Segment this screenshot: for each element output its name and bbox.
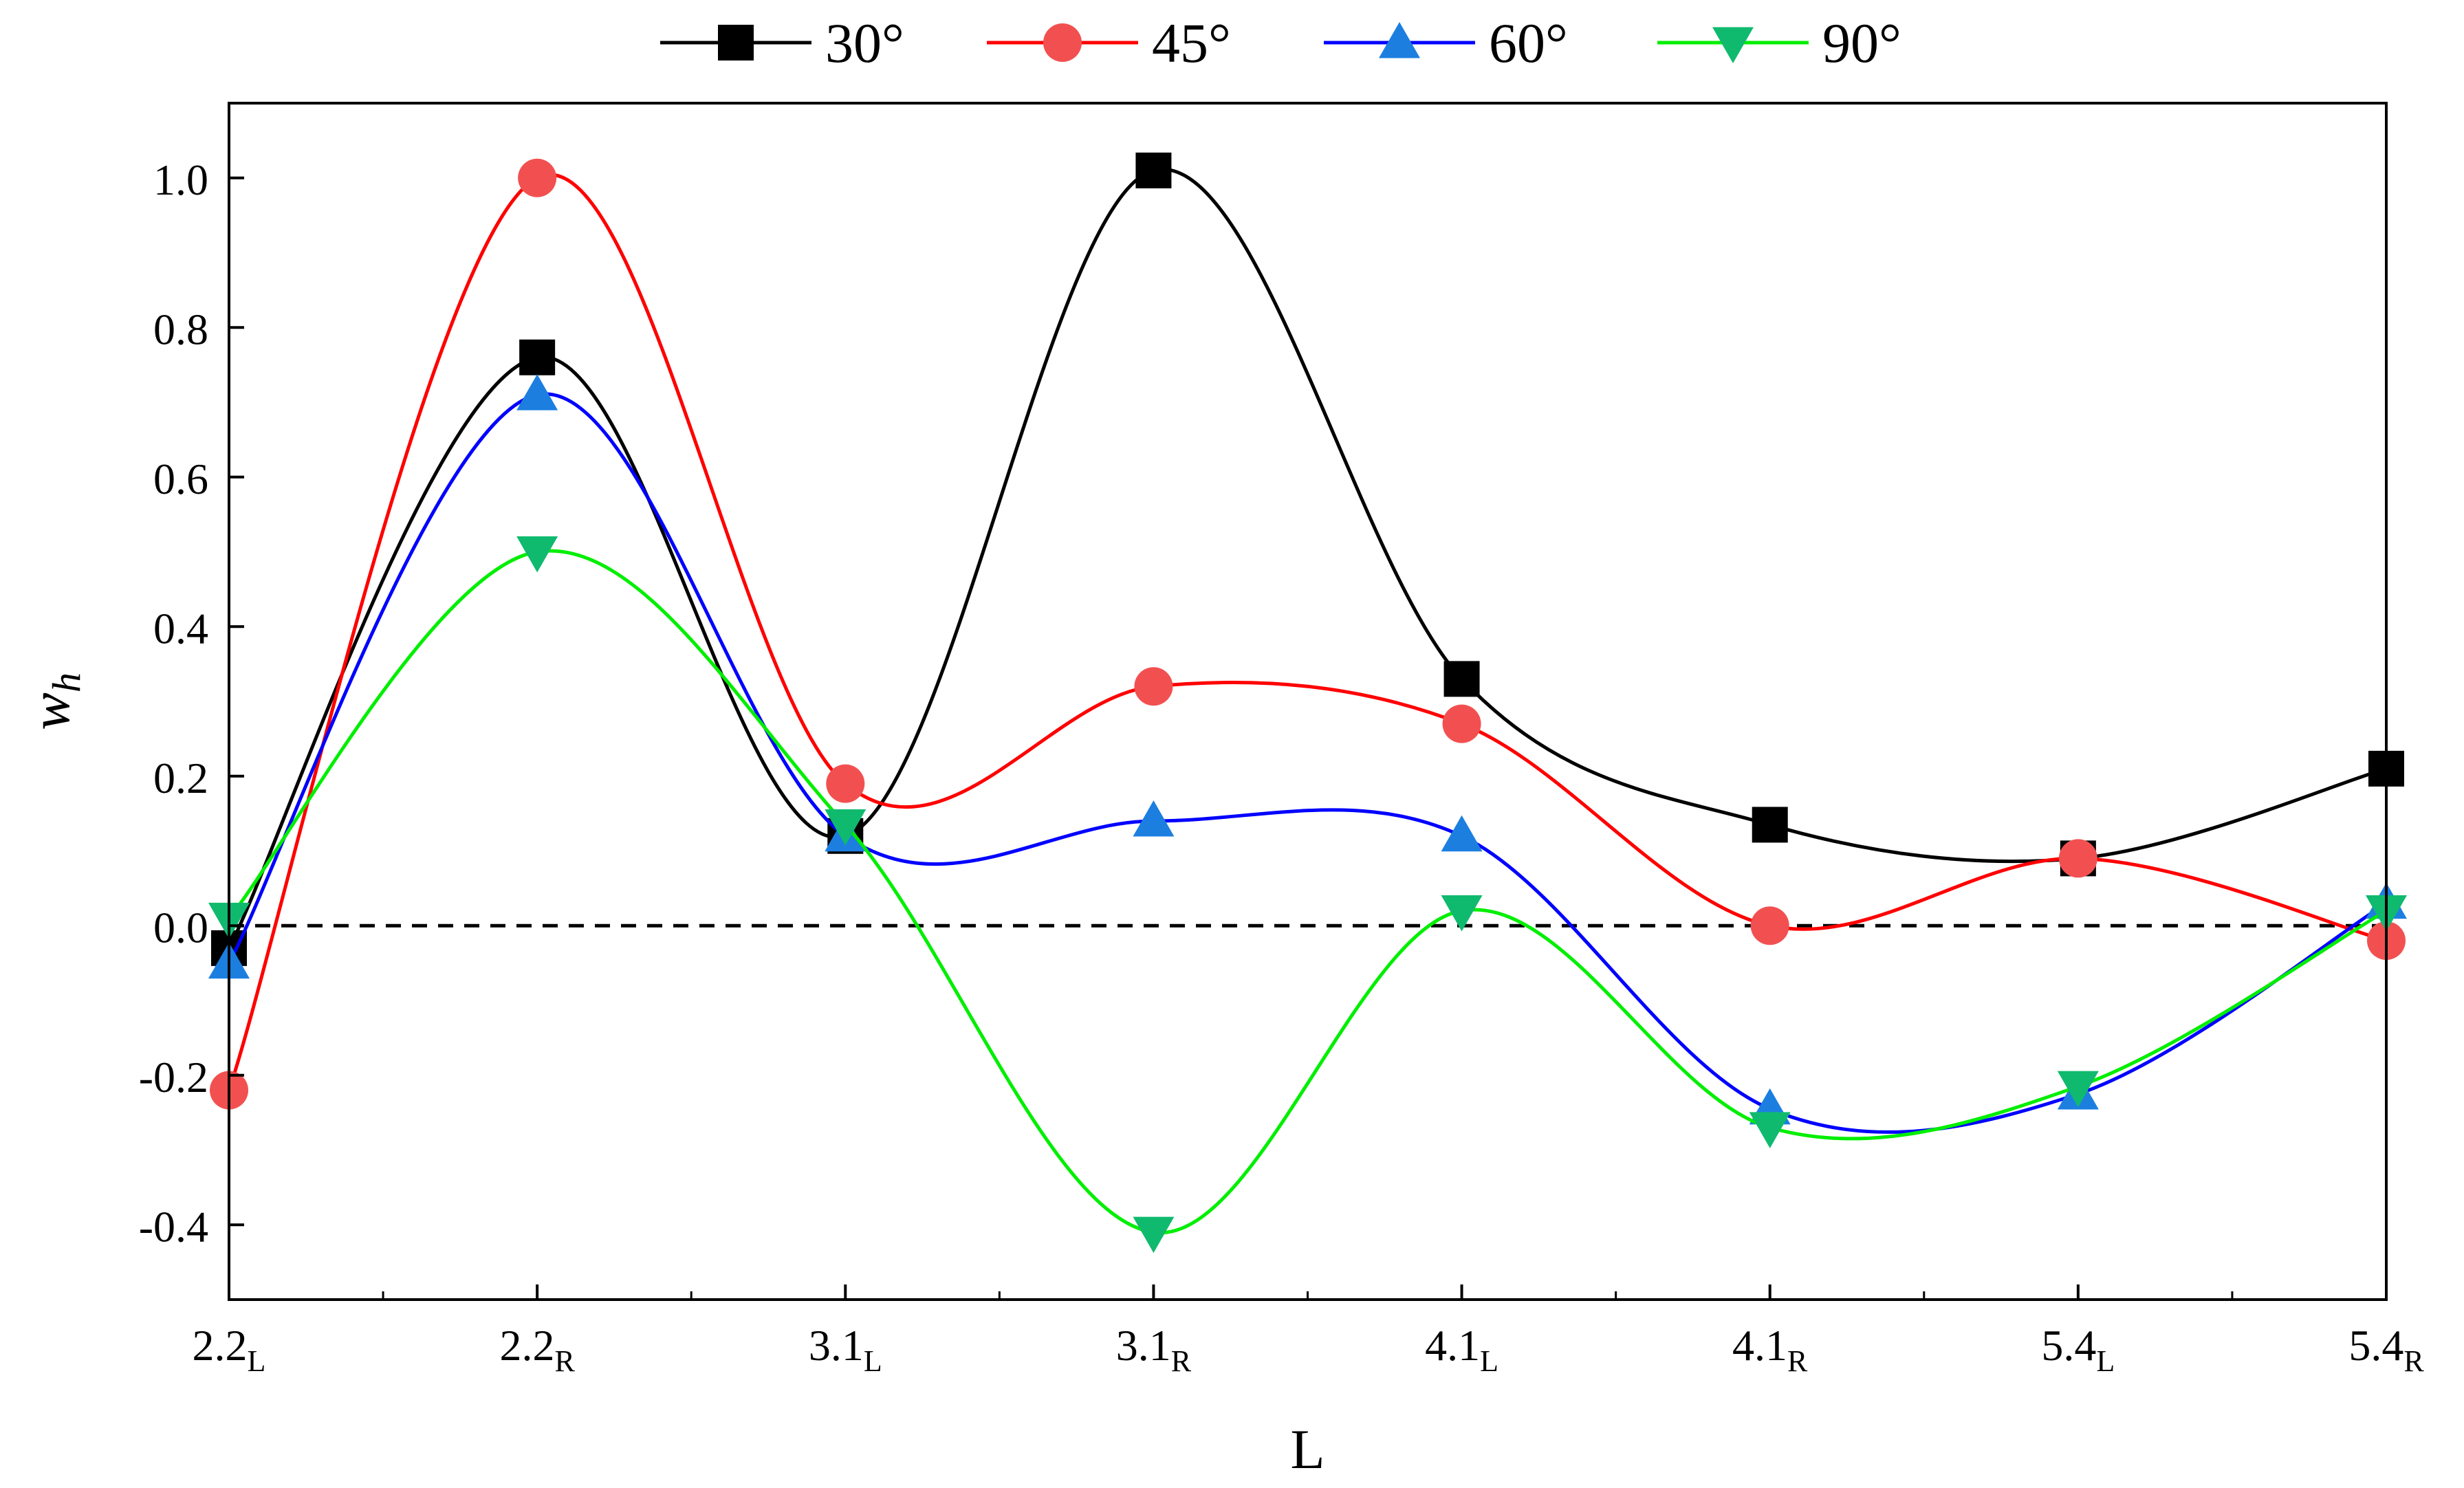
data-point: [1135, 152, 1172, 188]
data-point: [1752, 807, 1788, 843]
x-tick-label: 5.4L: [2041, 1321, 2115, 1378]
y-tick-label: 0.2: [153, 754, 208, 802]
data-point: [2057, 1071, 2099, 1108]
data-point: [519, 339, 556, 375]
data-point: [1134, 667, 1173, 706]
y-tick-label: 0.4: [153, 604, 208, 653]
series-2: [210, 158, 2406, 1110]
x-tick-label-sub: L: [2096, 1344, 2115, 1378]
y-tick-label: 0.8: [153, 305, 208, 353]
x-tick-label-main: 5.4: [2348, 1321, 2403, 1370]
x-tick-label-main: 2.2: [193, 1321, 248, 1370]
series-line: [227, 392, 2388, 1134]
legend-label: 45°: [1152, 12, 1231, 74]
x-tick-label-sub: L: [248, 1344, 266, 1378]
x-tick-label: 2.2R: [499, 1321, 575, 1378]
x-tick-label: 3.1R: [1116, 1321, 1192, 1378]
x-tick-label-main: 5.4: [2041, 1321, 2096, 1370]
data-point: [825, 809, 866, 846]
series-3: [208, 374, 2407, 1134]
series-4: [208, 536, 2407, 1254]
x-tick-label-sub: L: [1480, 1344, 1498, 1378]
data-point: [826, 764, 865, 803]
legend-item-2: 45°: [987, 12, 1231, 74]
x-axis-label: L: [1290, 1418, 1324, 1480]
x-tick-label-main: 4.1: [1425, 1321, 1480, 1370]
data-point: [516, 536, 558, 573]
y-tick-label: 0.6: [153, 455, 208, 503]
x-tick-label-sub: L: [864, 1344, 882, 1378]
data-point: [518, 158, 557, 197]
series-layer: [208, 152, 2407, 1254]
data-point: [1133, 1216, 1175, 1254]
plot-frame: [228, 102, 2388, 1301]
y-tick-label: -0.4: [139, 1202, 208, 1251]
x-tick-label-main: 3.1: [809, 1321, 864, 1370]
legend-label: 90°: [1822, 12, 1901, 74]
data-point: [1441, 895, 1483, 932]
data-point: [1133, 800, 1175, 837]
legend-swatch-marker: [1379, 22, 1420, 58]
y-tick-label: 0.0: [153, 903, 208, 952]
data-point: [1749, 1112, 1791, 1148]
x-tick-label-sub: R: [2403, 1344, 2424, 1378]
x-tick-label: 4.1R: [1732, 1321, 1808, 1378]
y-axis: -0.4 -0.2 0.0 0.2 0.4 0.6 0.8 1.0: [139, 155, 244, 1251]
legend-swatch-marker: [718, 25, 754, 61]
y-axis-label: wh: [19, 672, 89, 730]
x-tick-label: 4.1L: [1425, 1321, 1498, 1378]
data-point: [2058, 839, 2097, 878]
series-line: [227, 173, 2387, 1091]
x-tick-label-sub: R: [1171, 1344, 1192, 1378]
legend-item-4: 90°: [1657, 12, 1901, 74]
x-tick-label: 3.1L: [809, 1321, 882, 1378]
x-axis: 2.2L 2.2R 3.1L 3.1R 4.1L 4.1R 5.4L 5.4R: [193, 1284, 2424, 1378]
data-point: [1750, 906, 1789, 945]
legend-swatch-marker: [1712, 27, 1754, 63]
data-point: [1442, 704, 1481, 743]
x-tick-label: 5.4R: [2348, 1321, 2424, 1378]
x-tick-label-main: 4.1: [1732, 1321, 1787, 1370]
x-tick-label-sub: R: [1787, 1344, 1808, 1378]
y-axis-label-sub: h: [44, 672, 89, 692]
legend-item-3: 60°: [1324, 12, 1568, 74]
x-tick-label: 2.2L: [193, 1321, 266, 1378]
y-axis-label-main: w: [19, 692, 81, 730]
series-line: [228, 549, 2388, 1235]
x-tick-label-main: 3.1: [1116, 1321, 1171, 1370]
data-point: [1441, 815, 1483, 852]
y-tick-label: -0.2: [139, 1053, 208, 1102]
legend-item-1: 30°: [660, 12, 904, 74]
legend-swatch-marker: [1043, 23, 1082, 62]
series-line: [227, 167, 2387, 950]
legend: 30° 45° 60° 90°: [660, 12, 1901, 74]
x-tick-label-main: 2.2: [499, 1321, 554, 1370]
x-tick-label-sub: R: [554, 1344, 575, 1378]
data-point: [516, 374, 558, 411]
y-tick-label: 1.0: [153, 155, 208, 204]
data-point: [1443, 661, 1480, 697]
legend-label: 30°: [825, 12, 904, 74]
legend-label: 60°: [1489, 12, 1568, 74]
